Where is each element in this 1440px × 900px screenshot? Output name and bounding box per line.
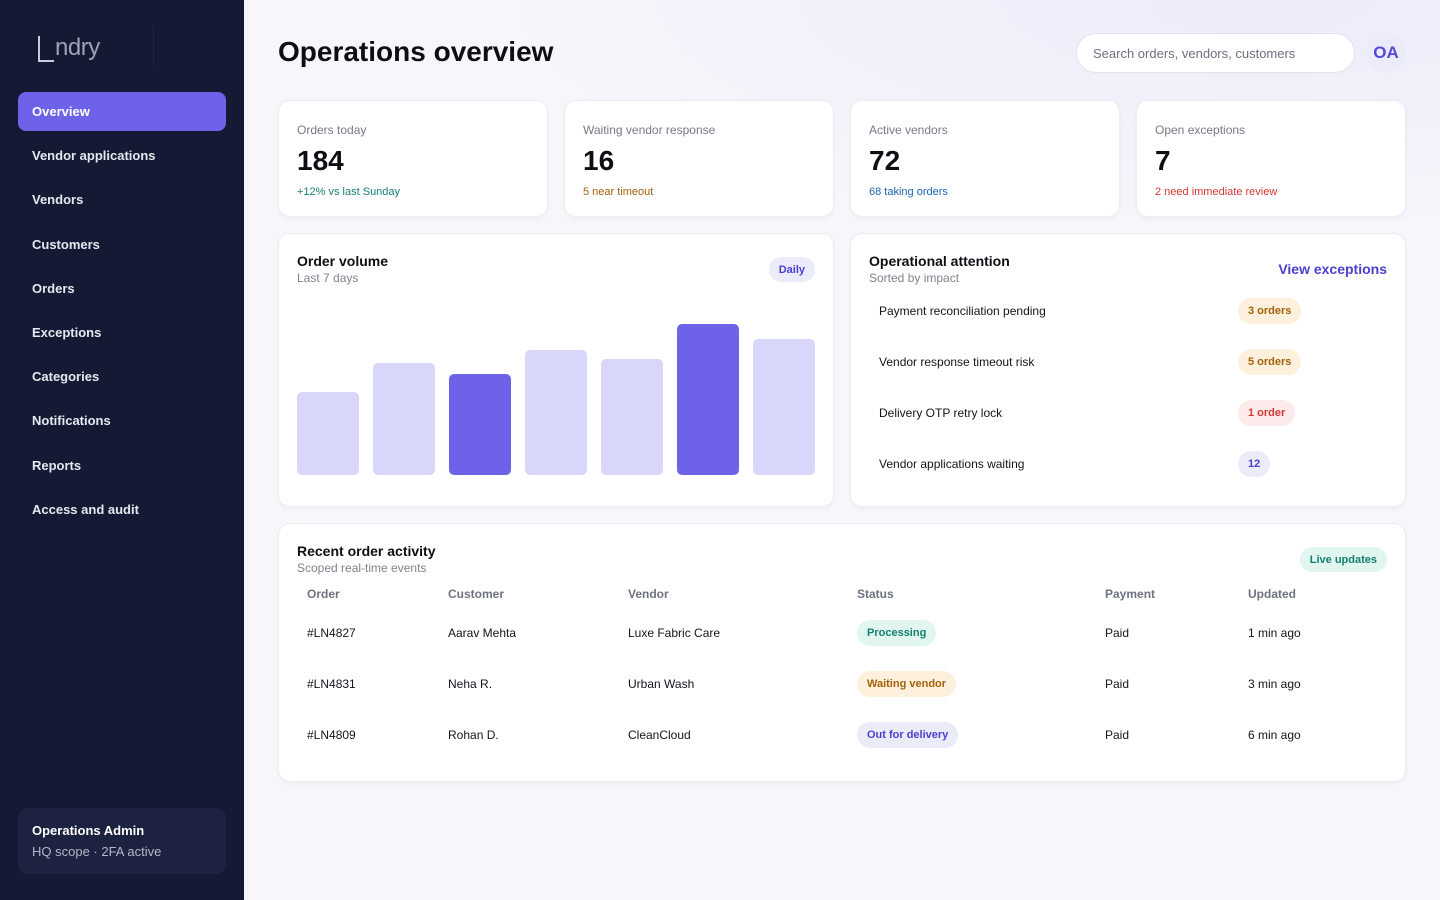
stat-value: 184: [297, 145, 344, 176]
attention-item-label: Payment reconciliation pending: [879, 304, 1046, 318]
customer-name: Neha R.: [448, 676, 493, 691]
logo-text: ndry: [55, 34, 100, 61]
view-exceptions-link[interactable]: View exceptions: [1278, 261, 1387, 277]
brand-logo[interactable]: ndry: [37, 28, 100, 62]
vendor-name: CleanCloud: [628, 727, 691, 742]
order-volume-subtitle: Last 7 days: [297, 271, 359, 285]
order-id[interactable]: #LN4831: [307, 676, 356, 691]
orders-table: Order Customer Vendor Status Payment Upd…: [297, 581, 1387, 760]
sidebar-item-reports[interactable]: Reports: [32, 457, 82, 473]
stat-value: 72: [869, 145, 901, 176]
table-row[interactable]: #LN4809 Rohan D. CleanCloud Out for deli…: [297, 709, 1387, 760]
column-header-payment[interactable]: Payment: [1105, 587, 1156, 601]
chart-bar[interactable]: [601, 359, 663, 475]
stat-label: Open exceptions: [1155, 123, 1246, 137]
user-scope: HQ scope · 2FA active: [32, 844, 162, 859]
sidebar-item-vendors[interactable]: Vendors: [32, 192, 84, 208]
sidebar-item-overview[interactable]: Overview: [18, 92, 226, 131]
attention-item-label: Vendor response timeout risk: [879, 355, 1035, 369]
logo-mark-icon: [37, 36, 54, 62]
order-volume-title: Order volume: [297, 253, 389, 269]
sidebar-item-orders[interactable]: Orders: [32, 280, 75, 296]
stat-card-active-vendors: Active vendors 72 68 taking orders: [850, 100, 1120, 217]
stat-note: 2 need immediate review: [1155, 186, 1278, 198]
updated-time: 6 min ago: [1248, 727, 1301, 742]
vendor-name: Urban Wash: [628, 676, 695, 691]
attention-item-label: Delivery OTP retry lock: [879, 406, 1003, 420]
page-title: Operations overview: [278, 36, 554, 67]
logo-divider: [153, 26, 154, 66]
column-header-customer[interactable]: Customer: [448, 587, 505, 601]
stat-card-waiting-vendor: Waiting vendor response 16 5 near timeou…: [564, 100, 834, 217]
column-header-vendor[interactable]: Vendor: [628, 587, 669, 601]
chart-bar[interactable]: [297, 392, 359, 475]
column-header-order[interactable]: Order: [307, 587, 340, 601]
daily-toggle[interactable]: Daily: [768, 257, 815, 282]
sidebar-item-customers[interactable]: Customers: [32, 236, 100, 252]
table-header-row: Order Customer Vendor Status Payment Upd…: [297, 581, 1387, 607]
stat-note: +12% vs last Sunday: [297, 186, 401, 198]
customer-name: Aarav Mehta: [448, 625, 517, 640]
user-card[interactable]: Operations Admin HQ scope · 2FA active: [18, 808, 226, 874]
chart-bar[interactable]: [753, 339, 815, 475]
attention-item-badge: 5 orders: [1238, 349, 1302, 375]
sidebar-nav: Overview Vendor applications Vendors Cus…: [18, 92, 226, 534]
stat-card-open-exceptions: Open exceptions 7 2 need immediate revie…: [1136, 100, 1406, 217]
chart-bar[interactable]: [373, 363, 435, 475]
customer-name: Rohan D.: [448, 727, 499, 742]
payment-status: Paid: [1105, 727, 1130, 742]
sidebar: ndry Overview Vendor applications Vendor…: [0, 0, 244, 900]
chart-bar[interactable]: [525, 350, 587, 475]
avatar[interactable]: OA: [1366, 33, 1406, 73]
updated-time: 1 min ago: [1248, 625, 1301, 640]
stat-value: 16: [583, 145, 615, 176]
stat-value: 7: [1155, 145, 1171, 176]
stat-card-orders-today: Orders today 184 +12% vs last Sunday: [278, 100, 548, 217]
status-badge: Waiting vendor: [857, 670, 957, 697]
attention-subtitle: Sorted by impact: [869, 271, 960, 285]
recent-activity-card: Recent order activity Scoped real-time e…: [278, 523, 1406, 782]
attention-item-badge: 3 orders: [1238, 298, 1302, 324]
activity-title: Recent order activity: [297, 543, 436, 559]
column-header-status[interactable]: Status: [857, 587, 894, 601]
order-volume-card: Order volume Last 7 days Daily: [278, 233, 834, 507]
sidebar-item-vendor-applications[interactable]: Vendor applications: [32, 148, 156, 164]
activity-subtitle: Scoped real-time events: [297, 561, 427, 575]
search-input[interactable]: [1076, 33, 1355, 73]
stat-note: 5 near timeout: [583, 186, 654, 198]
live-updates-badge: Live updates: [1299, 547, 1387, 572]
chart-bar[interactable]: [449, 374, 511, 475]
payment-status: Paid: [1105, 676, 1130, 691]
order-id[interactable]: #LN4809: [307, 727, 356, 742]
stat-label: Waiting vendor response: [583, 123, 716, 137]
payment-status: Paid: [1105, 625, 1130, 640]
sidebar-item-categories[interactable]: Categories: [32, 369, 100, 385]
updated-time: 3 min ago: [1248, 676, 1301, 691]
attention-item-badge: 1 order: [1238, 400, 1296, 426]
order-id[interactable]: #LN4827: [307, 625, 356, 640]
attention-item-badge: 12: [1238, 451, 1271, 477]
sidebar-item-access-and-audit[interactable]: Access and audit: [32, 501, 139, 517]
status-badge: Processing: [857, 619, 937, 646]
status-badge: Out for delivery: [857, 721, 959, 748]
table-row[interactable]: #LN4831 Neha R. Urban Wash Waiting vendo…: [297, 658, 1387, 709]
attention-title: Operational attention: [869, 253, 1010, 269]
stat-label: Orders today: [297, 123, 367, 137]
operational-attention-card: Operational attention Sorted by impact V…: [850, 233, 1406, 507]
user-name: Operations Admin: [32, 823, 145, 838]
table-row[interactable]: #LN4827 Aarav Mehta Luxe Fabric Care Pro…: [297, 607, 1387, 658]
stat-note: 68 taking orders: [869, 186, 948, 198]
sidebar-item-notifications[interactable]: Notifications: [32, 413, 111, 429]
column-header-updated[interactable]: Updated: [1248, 587, 1296, 601]
sidebar-item-exceptions[interactable]: Exceptions: [32, 324, 102, 340]
attention-item-label: Vendor applications waiting: [879, 457, 1025, 471]
chart-bar[interactable]: [677, 324, 739, 475]
vendor-name: Luxe Fabric Care: [628, 625, 721, 640]
stat-label: Active vendors: [869, 123, 948, 137]
